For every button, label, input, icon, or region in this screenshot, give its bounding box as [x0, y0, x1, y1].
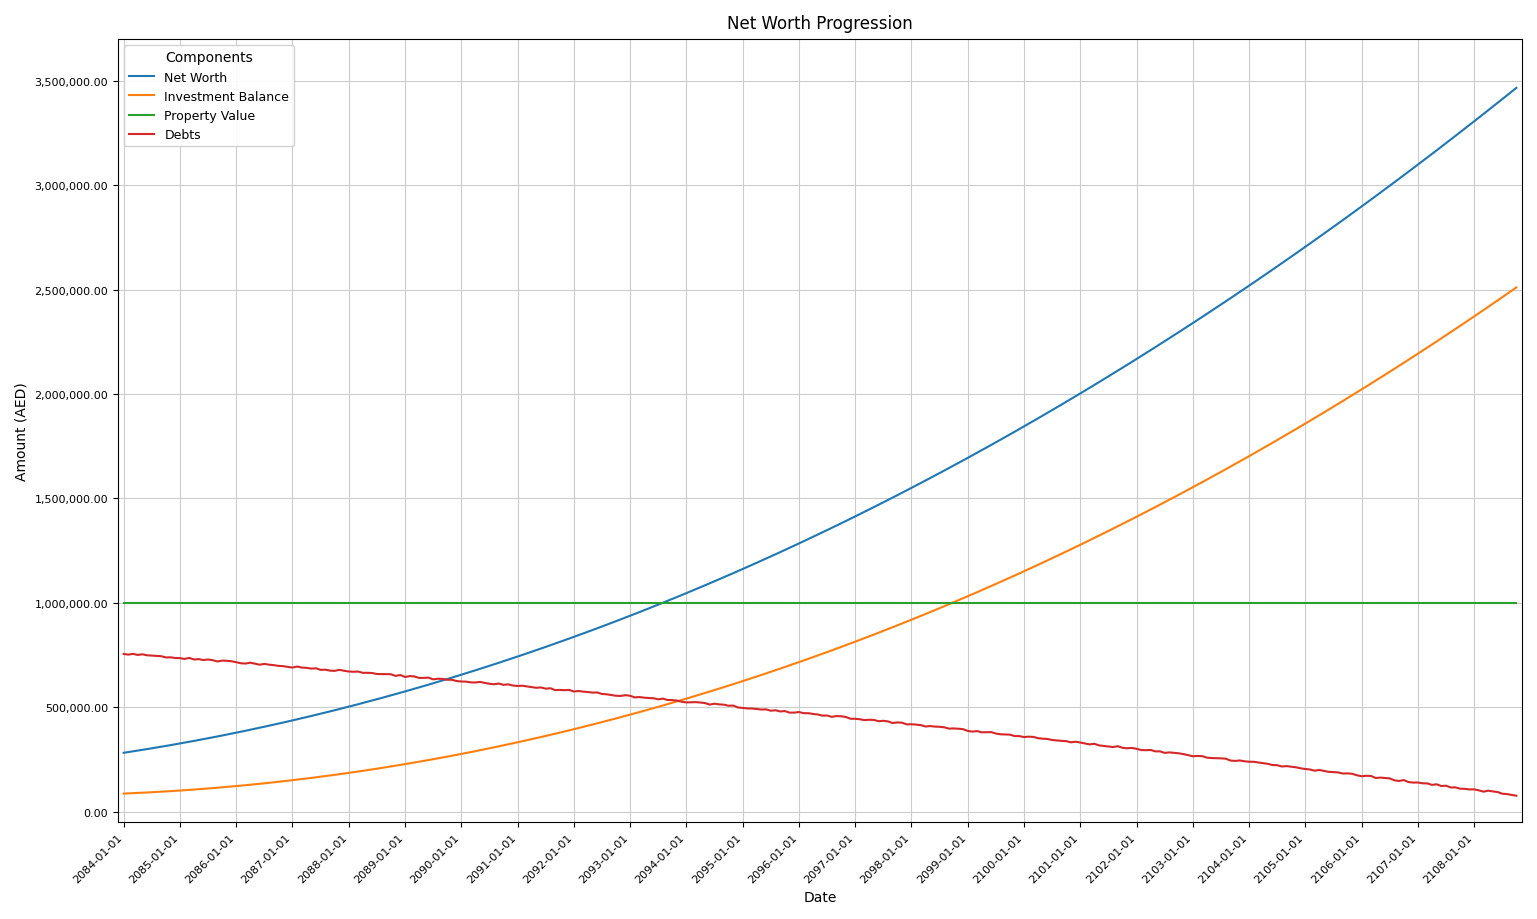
- Net Worth: [114, 747, 132, 758]
- Title: Net Worth Progression: Net Worth Progression: [727, 15, 913, 33]
- Debts: [884, 718, 902, 729]
- Property Value: [1385, 597, 1403, 608]
- Property Value: [612, 597, 630, 608]
- Property Value: [114, 597, 132, 608]
- Line: Net Worth: Net Worth: [123, 89, 1517, 753]
- Debts: [550, 685, 569, 696]
- Line: Investment Balance: Investment Balance: [123, 289, 1517, 794]
- Legend: Net Worth, Investment Balance, Property Value, Debts: Net Worth, Investment Balance, Property …: [124, 46, 294, 147]
- Net Worth: [612, 614, 630, 625]
- Net Worth: [1508, 84, 1526, 95]
- Net Worth: [546, 639, 564, 650]
- Investment Balance: [546, 729, 564, 740]
- Debts: [616, 690, 635, 701]
- Line: Debts: Debts: [123, 654, 1517, 796]
- Net Worth: [1385, 177, 1403, 188]
- Y-axis label: Amount (AED): Amount (AED): [15, 381, 29, 481]
- Investment Balance: [1508, 283, 1526, 294]
- Net Worth: [879, 495, 898, 506]
- Debts: [1508, 790, 1526, 801]
- Property Value: [1446, 597, 1465, 608]
- Debts: [124, 649, 143, 660]
- Investment Balance: [612, 712, 630, 723]
- Investment Balance: [550, 727, 569, 738]
- Property Value: [1508, 597, 1526, 608]
- Debts: [1451, 783, 1469, 794]
- Net Worth: [550, 637, 569, 648]
- Property Value: [546, 597, 564, 608]
- Investment Balance: [114, 789, 132, 800]
- Investment Balance: [879, 624, 898, 635]
- Net Worth: [1446, 131, 1465, 142]
- Property Value: [550, 597, 569, 608]
- Property Value: [879, 597, 898, 608]
- Investment Balance: [1446, 324, 1465, 335]
- Investment Balance: [1385, 364, 1403, 375]
- Debts: [114, 649, 132, 660]
- Debts: [1389, 776, 1408, 787]
- Debts: [555, 685, 573, 696]
- X-axis label: Date: Date: [804, 890, 836, 904]
